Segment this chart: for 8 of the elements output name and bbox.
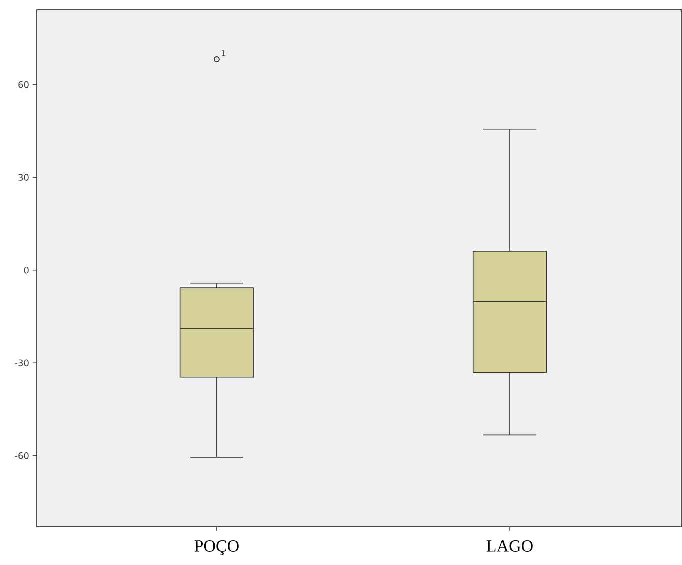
annotation: 1 (222, 50, 226, 56)
x-tick-label: LAGO (486, 540, 533, 552)
y-tick-label: -60 (15, 452, 29, 460)
y-tick-label: 0 (24, 266, 29, 274)
y-tick-label: 30 (18, 174, 29, 181)
x-tick-label: POÇO (194, 540, 239, 556)
y-tick-label: 60 (18, 81, 29, 88)
y-tick-label: -30 (15, 360, 29, 367)
